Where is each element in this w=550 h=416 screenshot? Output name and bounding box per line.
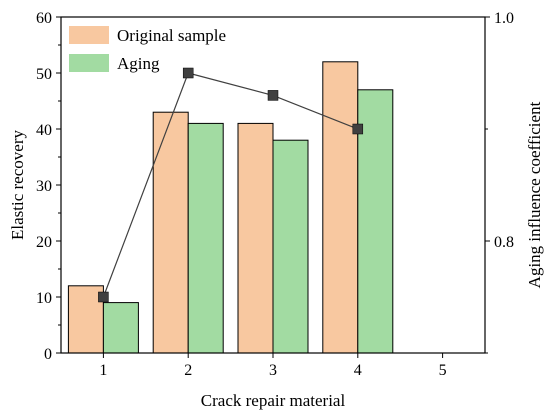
- legend-label-original: Original sample: [117, 26, 226, 45]
- bar-aging-3: [272, 139, 309, 354]
- y2-axis-title: Aging influence coefficient: [525, 101, 544, 288]
- bar-original-2: [152, 111, 189, 354]
- y-tick-label-20: 20: [36, 234, 52, 251]
- y-tick-label-30: 30: [36, 178, 52, 195]
- aging-coefficient-line: [102, 72, 359, 298]
- legend-swatch-original: [69, 26, 109, 44]
- x-tick-label-4: 4: [354, 362, 362, 379]
- legend: Original sample Aging: [69, 26, 226, 73]
- legend-label-aging: Aging: [117, 54, 160, 73]
- bar-original-4: [322, 61, 359, 354]
- y-tick-label-60: 60: [36, 10, 52, 27]
- x-tick-label-2: 2: [184, 362, 192, 379]
- line-marker-2: [182, 67, 194, 79]
- y-tick-label-40: 40: [36, 122, 52, 139]
- line-marker-4: [352, 123, 364, 135]
- line-marker-1: [98, 291, 109, 303]
- line-series-layer: [98, 67, 364, 303]
- y-tick-label-0: 0: [44, 346, 52, 363]
- x-tick-label-3: 3: [269, 362, 277, 379]
- x-tick-label-5: 5: [439, 362, 447, 379]
- x-tick-label-1: 1: [99, 362, 107, 379]
- bars-layer: [67, 61, 394, 354]
- y2-tick-label-1.0: 1.0: [494, 10, 514, 27]
- bar-aging-2: [187, 122, 224, 354]
- y-axis-title: Elastic recovery: [8, 130, 27, 240]
- y-tick-label-50: 50: [36, 66, 52, 83]
- bar-original-1: [67, 285, 104, 354]
- y-tick-label-10: 10: [36, 290, 52, 307]
- bar-aging-1: [102, 302, 139, 354]
- line-marker-3: [267, 90, 279, 101]
- ticks-layer: 0 10 20 30 40 50 60 1 2 3 4 5 0.8 1.0: [36, 10, 514, 379]
- bar-original-3: [237, 122, 274, 354]
- x-axis-title: Crack repair material: [201, 391, 346, 410]
- y2-tick-label-0.8: 0.8: [494, 234, 514, 251]
- legend-swatch-aging: [69, 54, 109, 72]
- bar-aging-4: [357, 89, 394, 354]
